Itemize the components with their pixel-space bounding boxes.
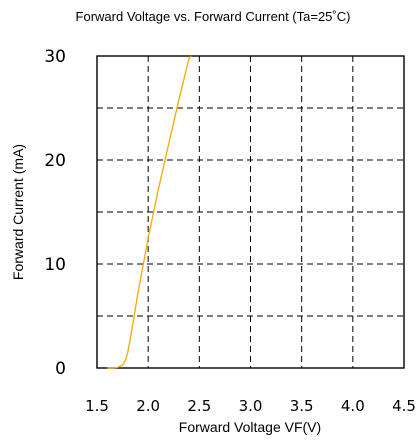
series-line <box>107 55 192 369</box>
x-axis-label: Forward Voltage VF(V) <box>179 419 321 435</box>
y-tick-label: 10 <box>44 255 66 275</box>
grid <box>97 56 404 368</box>
chart-title: Forward Voltage vs. Forward Current (Ta=… <box>76 9 351 24</box>
y-tick-label: 20 <box>44 151 66 171</box>
x-tick-label: 2.0 <box>136 397 160 415</box>
x-axis-ticks: 1.5 2.0 2.5 3.0 3.5 4.0 4.5 <box>85 397 416 415</box>
y-tick-label: 0 <box>55 359 66 379</box>
x-tick-label: 1.5 <box>85 397 109 415</box>
y-axis-label: Forward Current (mA) <box>10 144 26 280</box>
series-layer <box>107 55 192 369</box>
x-tick-label: 4.5 <box>392 397 416 415</box>
y-tick-label: 30 <box>44 47 66 67</box>
x-tick-label: 2.5 <box>187 397 211 415</box>
x-tick-label: 4.0 <box>341 397 365 415</box>
x-tick-label: 3.5 <box>290 397 314 415</box>
y-axis-ticks: 0 10 20 30 <box>44 47 66 379</box>
x-tick-label: 3.0 <box>239 397 263 415</box>
plot-frame <box>96 55 405 369</box>
